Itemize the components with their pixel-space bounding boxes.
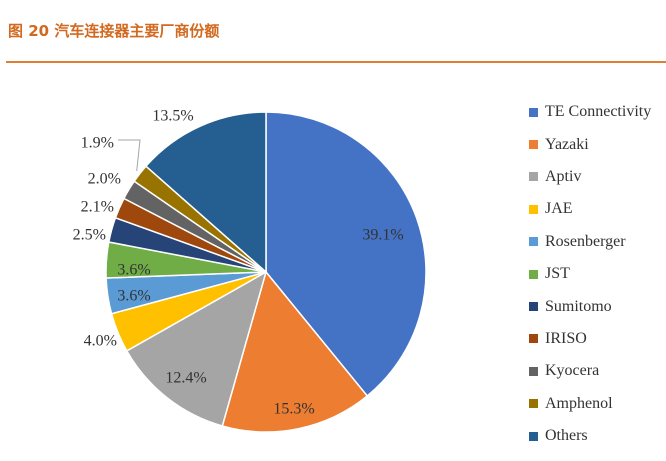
legend-label: Rosenberger	[545, 232, 626, 250]
legend-swatch	[529, 237, 538, 247]
legend-item-aptiv: Aptiv	[529, 161, 666, 193]
title-divider	[6, 61, 666, 63]
data-label-others: 13.5%	[152, 108, 193, 125]
legend-swatch	[529, 399, 538, 409]
legend-item-kyocera: Kyocera	[529, 355, 666, 387]
data-label-rosenberger: 3.6%	[117, 288, 150, 305]
legend-swatch	[529, 140, 538, 150]
legend-label: Sumitomo	[545, 297, 612, 315]
legend-label: Kyocera	[545, 362, 600, 380]
legend-label: JAE	[545, 200, 573, 218]
pie-slice-others	[144, 111, 267, 274]
legend-swatch	[529, 334, 538, 344]
legend-swatch	[529, 366, 538, 376]
legend-item-jst: JST	[529, 258, 666, 290]
data-label-jst: 3.6%	[117, 262, 150, 279]
legend-item-jae: JAE	[529, 193, 666, 225]
legend-swatch	[529, 107, 538, 117]
data-label-sumitomo: 2.5%	[73, 227, 106, 244]
legend-swatch	[529, 302, 538, 312]
legend-item-yazaki: Yazaki	[529, 128, 666, 160]
legend-item-iriso: IRISO	[529, 323, 666, 355]
figure-title: 图 20 汽车连接器主要厂商份额	[8, 22, 220, 40]
legend-swatch	[529, 269, 538, 279]
legend-item-others: Others	[529, 420, 666, 452]
legend-label: Yazaki	[545, 135, 589, 153]
pie-slice-yazaki	[221, 270, 369, 433]
data-label-te-connectivity: 39.1%	[362, 227, 403, 244]
data-label-jae: 4.0%	[84, 333, 117, 350]
data-label-yazaki: 15.3%	[273, 401, 314, 418]
pie-slice-aptiv	[125, 270, 268, 427]
legend-label: TE Connectivity	[545, 103, 652, 121]
legend-item-amphenol: Amphenol	[529, 388, 666, 420]
legend-item-te-connectivity: TE Connectivity	[529, 96, 666, 128]
data-label-iriso: 2.1%	[81, 199, 114, 216]
data-label-aptiv: 12.4%	[165, 370, 206, 387]
legend-label: Aptiv	[545, 167, 582, 185]
legend-swatch	[529, 172, 538, 182]
legend-label: IRISO	[545, 329, 587, 347]
leader-line-amphenol	[118, 139, 141, 172]
legend-label: JST	[545, 265, 570, 283]
legend-item-sumitomo: Sumitomo	[529, 290, 666, 322]
legend-label: Others	[545, 427, 588, 445]
legend-swatch	[529, 431, 538, 441]
legend-swatch	[529, 204, 538, 214]
legend-item-rosenberger: Rosenberger	[529, 226, 666, 258]
legend-label: Amphenol	[545, 394, 613, 412]
pie-slice-te-connectivity	[265, 111, 427, 397]
data-label-kyocera: 2.0%	[88, 171, 121, 188]
chart-legend: TE Connectivity Yazaki Aptiv JAE Rosenberger…	[529, 96, 666, 452]
data-label-amphenol: 1.9%	[81, 135, 114, 152]
